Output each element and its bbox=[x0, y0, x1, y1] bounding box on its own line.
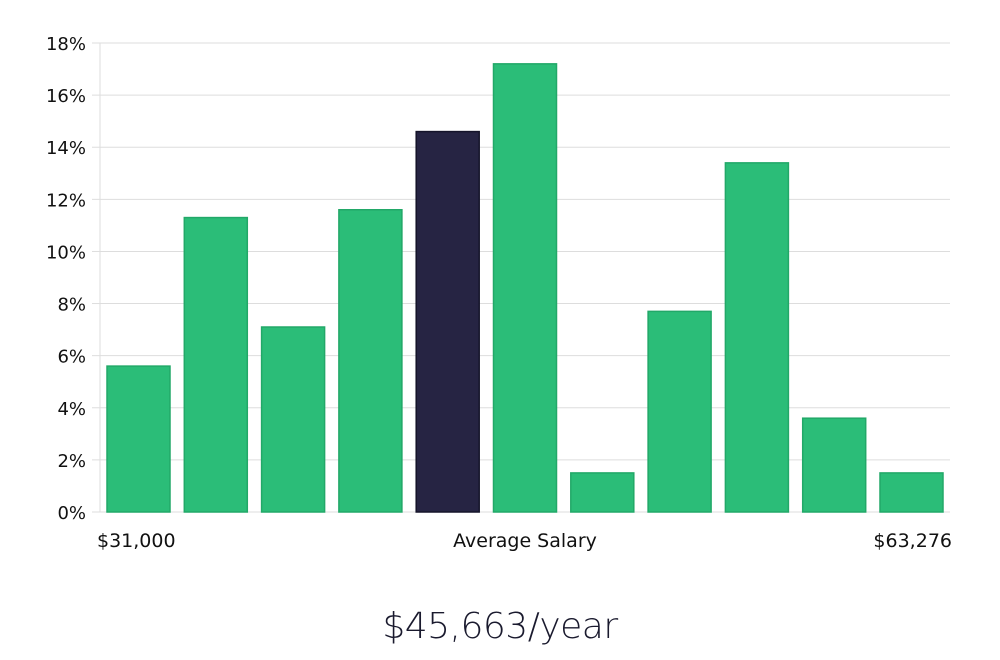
bar bbox=[338, 209, 403, 513]
bar bbox=[879, 472, 944, 513]
x-axis-label: Average Salary bbox=[453, 530, 597, 552]
average-salary-headline: $45,663/year bbox=[382, 606, 618, 647]
bar-highlighted bbox=[415, 130, 480, 513]
bar bbox=[492, 63, 558, 513]
bar bbox=[801, 417, 867, 513]
y-axis-ticks: 0% 2% 4% 6% 8% 10% 12% 14% 16% 18% bbox=[46, 34, 100, 524]
y-tick-label: 14% bbox=[46, 138, 86, 159]
y-tick-label: 8% bbox=[57, 295, 86, 316]
y-tick-label: 18% bbox=[46, 34, 86, 55]
y-tick-label: 2% bbox=[57, 451, 86, 472]
y-tick-label: 4% bbox=[57, 399, 86, 420]
x-min-label: $31,000 bbox=[97, 530, 176, 552]
bar bbox=[183, 216, 249, 513]
x-max-label: $63,276 bbox=[873, 530, 952, 552]
bar bbox=[647, 310, 712, 513]
salary-histogram: 0% 2% 4% 6% 8% 10% 12% 14% 16% 18% $31,000 Averag… bbox=[46, 34, 952, 552]
bar bbox=[260, 326, 326, 513]
bar bbox=[570, 472, 635, 513]
bars bbox=[106, 63, 944, 513]
y-tick-label: 12% bbox=[46, 190, 86, 211]
bar bbox=[106, 365, 171, 513]
bar bbox=[724, 162, 790, 513]
y-tick-label: 6% bbox=[57, 347, 86, 368]
y-tick-label: 10% bbox=[46, 242, 86, 263]
y-tick-label: 16% bbox=[46, 86, 86, 107]
y-tick-label: 0% bbox=[57, 503, 86, 524]
